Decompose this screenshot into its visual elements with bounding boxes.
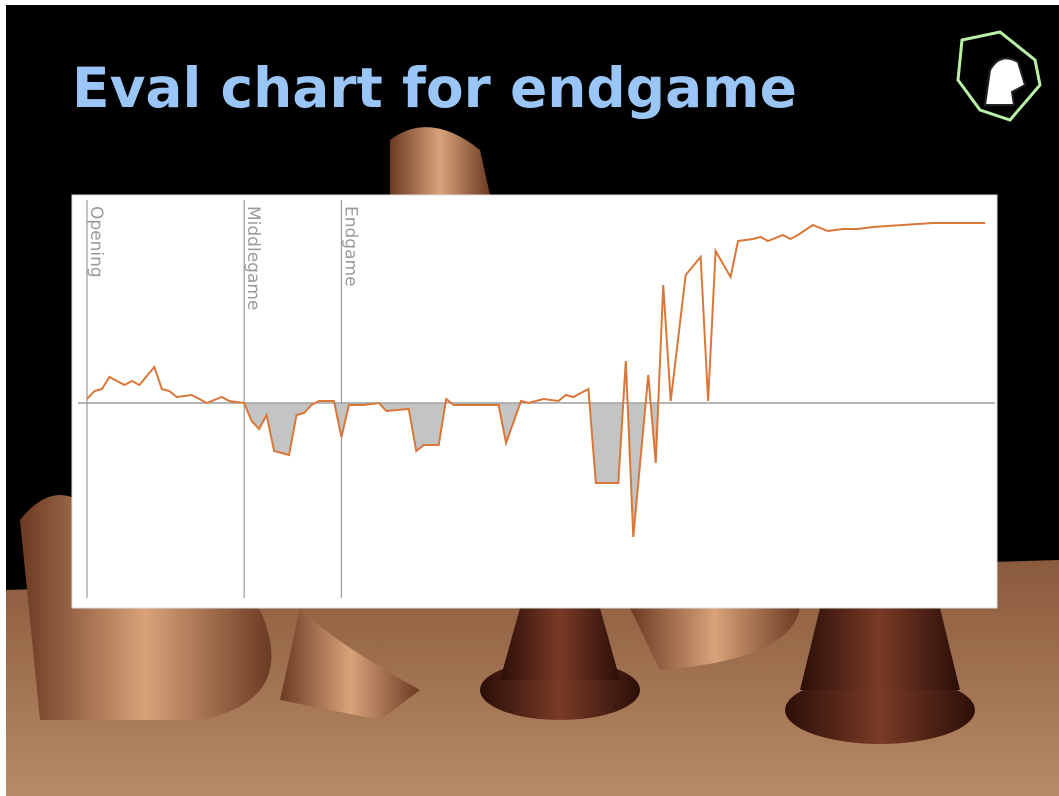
phase-label: Opening (86, 206, 106, 278)
phase-label: Endgame (340, 206, 360, 287)
slide-title: Eval chart for endgame (72, 56, 797, 120)
slide: Eval chart for endgame Opening Middlegame… (0, 0, 1059, 796)
phase-label: Middlegame (243, 206, 263, 310)
